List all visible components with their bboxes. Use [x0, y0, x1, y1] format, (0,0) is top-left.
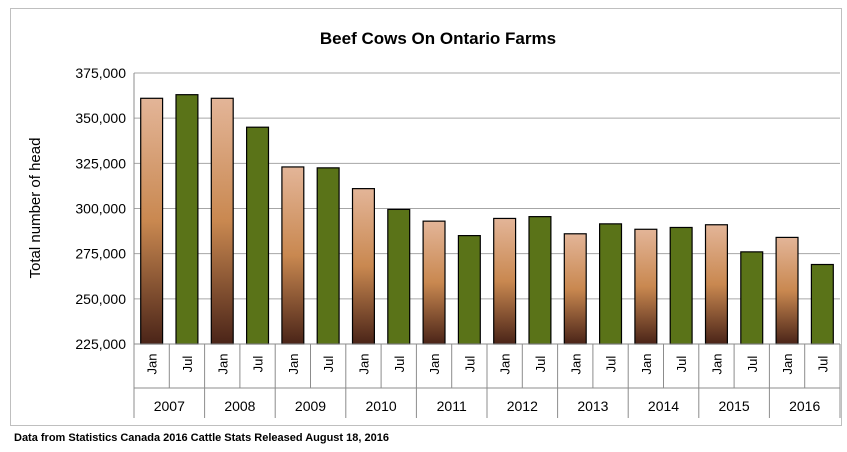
chart-title: Beef Cows On Ontario Farms — [320, 29, 556, 48]
bar-2016-jan — [775, 236, 799, 345]
month-label: Jan — [356, 354, 371, 375]
bar-2008-jul — [246, 126, 270, 345]
bar-2011-jul — [457, 235, 481, 345]
bar-2013-jan — [563, 233, 587, 345]
month-label: Jan — [427, 354, 442, 375]
y-tick-label: 350,000 — [75, 110, 126, 126]
month-label: Jul — [533, 356, 548, 373]
month-label: Jan — [780, 354, 795, 375]
y-tick-label: 275,000 — [75, 246, 126, 262]
year-label: 2008 — [224, 398, 255, 414]
month-label: Jan — [568, 354, 583, 375]
month-label: Jul — [462, 356, 477, 373]
bar-2014-jul — [669, 226, 693, 345]
bar-2011-jan — [422, 220, 446, 345]
bar-2008-jan — [210, 97, 234, 345]
month-label: Jul — [180, 356, 195, 373]
bars — [140, 94, 834, 345]
month-label: Jul — [392, 356, 407, 373]
year-label: 2014 — [648, 398, 679, 414]
bar-2009-jul — [316, 167, 340, 345]
bar-2009-jan — [281, 166, 305, 345]
year-label: 2013 — [577, 398, 608, 414]
chart-canvas: Beef Cows On Ontario Farms Total number … — [27, 29, 841, 418]
year-label: 2012 — [507, 398, 538, 414]
bar-2010-jan — [351, 188, 375, 345]
month-label: Jul — [604, 356, 619, 373]
y-tick-label: 325,000 — [75, 155, 126, 171]
year-label: 2011 — [437, 398, 467, 414]
month-label: Jul — [674, 356, 689, 373]
month-label: Jul — [321, 356, 336, 373]
bar-2015-jul — [740, 251, 764, 345]
y-tick-label: 250,000 — [75, 291, 126, 307]
bar-2016-jul — [810, 263, 834, 345]
year-label: 2010 — [366, 398, 397, 414]
bar-2015-jan — [704, 224, 728, 345]
bar-2014-jan — [634, 228, 658, 345]
y-tick-label: 375,000 — [75, 65, 126, 81]
y-tick-label: 225,000 — [75, 336, 126, 352]
month-label: Jan — [145, 354, 160, 375]
month-label: Jan — [286, 354, 301, 375]
month-label: Jan — [215, 354, 230, 375]
bar-2007-jan — [140, 97, 164, 345]
year-label: 2007 — [154, 398, 185, 414]
source-note: Data from Statistics Canada 2016 Cattle … — [14, 432, 389, 444]
bar-2007-jul — [175, 94, 199, 345]
y-tick-labels: 225,000 250,000 275,000 300,000 325,000 350,0… — [75, 65, 126, 352]
year-label: 2009 — [295, 398, 326, 414]
grid-lines — [133, 72, 840, 345]
month-label: Jan — [709, 354, 724, 375]
month-label: Jul — [251, 356, 266, 373]
bar-2012-jul — [528, 216, 552, 345]
year-label: 2016 — [789, 398, 820, 414]
month-label: Jan — [639, 354, 654, 375]
month-label: Jul — [815, 356, 830, 373]
y-axis-label: Total number of head — [27, 138, 44, 279]
bar-2010-jul — [387, 208, 411, 345]
chart-frame — [10, 8, 842, 426]
bar-2012-jan — [493, 217, 517, 345]
x-axis: Jan Jul Jan Jul Jan Jul Jan Jul Jan Jul Jan Jul Jan J… — [133, 343, 841, 418]
y-tick-label: 300,000 — [75, 201, 126, 217]
year-label: 2015 — [719, 398, 750, 414]
month-label: Jan — [498, 354, 513, 375]
month-label: Jul — [745, 356, 760, 373]
bar-2013-jul — [599, 223, 623, 345]
